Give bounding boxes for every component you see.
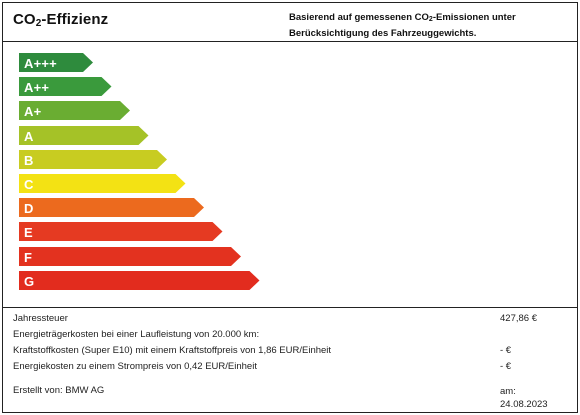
efficiency-class-arrow-shape: [19, 77, 112, 97]
divider: [3, 41, 577, 42]
efficiency-class-arrow-fill: [19, 53, 93, 72]
efficiency-class-arrow-fill: [19, 270, 260, 290]
efficiency-class-arrow-fill: [19, 246, 241, 266]
efficiency-class-arrow-fill: [19, 174, 186, 193]
efficiency-class-label: D: [24, 201, 34, 217]
efficiency-class-arrow-fill: [19, 222, 223, 242]
energy-cost-heading-row: Energieträgerkosten bei einer Laufleistu…: [13, 327, 568, 343]
efficiency-class-arrow-fill: [19, 101, 130, 121]
label-title: CO2-Effizienz: [13, 11, 109, 29]
efficiency-class-arrow: B: [19, 149, 167, 169]
efficiency-class-scale: A+++ A++ A+ A B C D E F G: [3, 42, 577, 307]
efficiency-class-arrow: A+++: [19, 53, 93, 72]
efficiency-class-arrow-fill: [19, 198, 204, 218]
efficiency-class-arrow: A++: [19, 77, 112, 97]
efficiency-class-label: A: [24, 128, 34, 144]
created-on-label: am:: [500, 386, 516, 397]
efficiency-class-arrow-shape: [19, 53, 93, 72]
efficiency-class-label: B: [24, 152, 34, 168]
efficiency-class-arrow-shape: [19, 270, 260, 290]
efficiency-class-label: G: [24, 273, 35, 289]
fuel-cost-value: - €: [500, 345, 512, 356]
efficiency-class-arrow: D: [19, 198, 204, 218]
divider: [3, 307, 577, 308]
efficiency-class-arrow-fill: [19, 125, 149, 145]
created-by-row: Erstellt von: BMW AG: [13, 383, 568, 399]
efficiency-class-arrow-shape: [19, 222, 223, 242]
efficiency-class-arrow-fill: [19, 77, 112, 97]
efficiency-class-arrow-shape: [19, 174, 186, 193]
annual-tax-value: 427,86 €: [500, 313, 537, 324]
fuel-cost-row: Kraftstoffkosten (Super E10) mit einem K…: [13, 343, 568, 359]
efficiency-class-arrow-shape: [19, 149, 167, 169]
efficiency-class-arrow-fill: [19, 149, 167, 169]
efficiency-class-arrow: A+: [19, 101, 130, 121]
efficiency-class-arrow-shape: [19, 198, 204, 218]
efficiency-class-arrow: F: [19, 246, 241, 266]
energy-cost-heading: Energieträgerkosten bei einer Laufleistu…: [13, 329, 260, 340]
electricity-cost-label: Energiekosten zu einem Strompreis von 0,…: [13, 361, 257, 372]
electricity-cost-row: Energiekosten zu einem Strompreis von 0,…: [13, 359, 568, 375]
annual-tax-label: Jahressteuer: [13, 313, 68, 324]
measurement-basis-note: Basierend auf gemessenen CO2-Emissionen …: [289, 12, 516, 39]
efficiency-class-label: F: [24, 249, 33, 265]
efficiency-class-arrow: C: [19, 174, 186, 193]
efficiency-class-label: E: [24, 225, 33, 241]
efficiency-class-label: A+: [24, 104, 42, 120]
efficiency-class-arrow: G: [19, 270, 260, 290]
electricity-cost-value: - €: [500, 361, 512, 372]
label-header: CO2-Effizienz Basierend auf gemessenen C…: [3, 3, 577, 41]
fuel-cost-label: Kraftstoffkosten (Super E10) mit einem K…: [13, 345, 332, 356]
efficiency-class-arrow-shape: [19, 246, 241, 266]
annual-tax-row: Jahressteuer 427,86 €: [13, 311, 568, 327]
efficiency-class-arrow-shape: [19, 125, 149, 145]
efficiency-class-label: A+++: [24, 56, 57, 71]
created-on: am: 24.08.2023: [500, 385, 570, 411]
efficiency-class-label: C: [24, 177, 34, 192]
efficiency-class-label: A++: [24, 80, 50, 96]
efficiency-class-arrow: E: [19, 222, 223, 242]
cost-information: Jahressteuer 427,86 € Energieträgerkoste…: [3, 308, 577, 412]
created-by: Erstellt von: BMW AG: [13, 385, 105, 396]
created-on-date: 24.08.2023: [500, 399, 548, 410]
efficiency-class-arrow: A: [19, 125, 149, 145]
efficiency-class-arrow-shape: [19, 101, 130, 121]
